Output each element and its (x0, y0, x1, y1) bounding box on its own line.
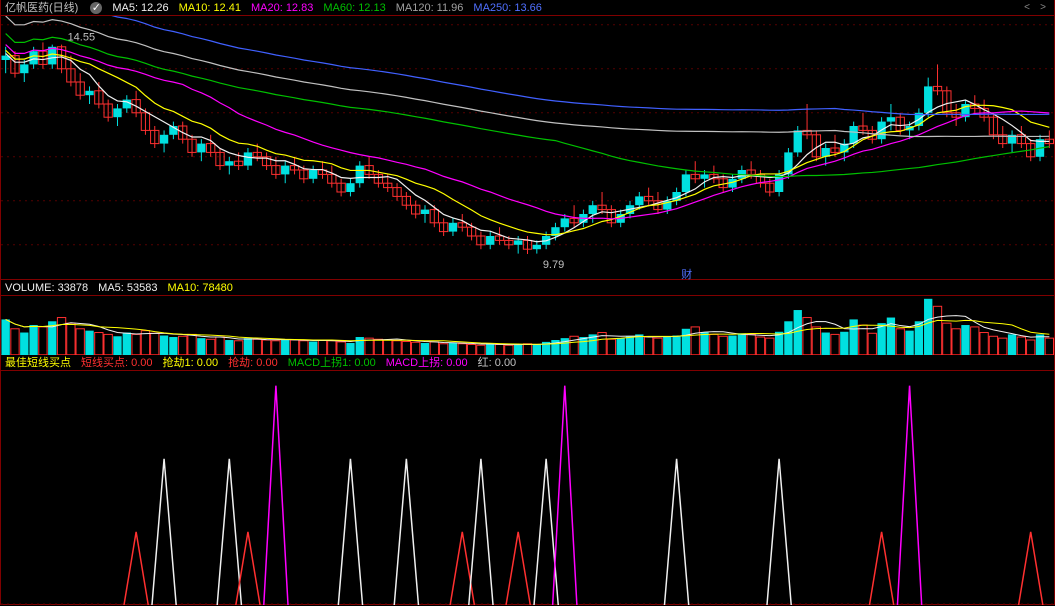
indicator-l5: MACD上拐: 0.00 (386, 355, 468, 371)
volume-ma5-label: MA5: 53583 (98, 280, 157, 296)
ma120-label: MA120: 11.96 (396, 0, 464, 16)
svg-text:财: 财 (681, 267, 692, 280)
ma5-label: MA5: 12.26 (112, 0, 168, 16)
candle-panel: 亿帆医药(日线) ✓ MA5: 12.26 MA10: 12.41 MA20: … (0, 0, 1055, 280)
indicator-name: 最佳短线买点 (5, 355, 71, 371)
ma20-label: MA20: 12.83 (251, 0, 313, 16)
ma250-label: MA250: 13.66 (473, 0, 542, 16)
volume-label: VOLUME: 33878 (5, 280, 88, 296)
scroll-right-icon[interactable]: > (1036, 1, 1050, 15)
candle-header: 亿帆医药(日线) ✓ MA5: 12.26 MA10: 12.41 MA20: … (1, 0, 1054, 16)
candle-chart[interactable]: 14.55 9.79 财 (1, 16, 1054, 280)
indicator-panel: 最佳短线买点 短线买点: 0.00 抢劫1: 0.00 抢劫: 0.00 MAC… (0, 355, 1055, 605)
volume-panel: VOLUME: 33878 MA5: 53583 MA10: 78480 (0, 280, 1055, 355)
stock-title: 亿帆医药(日线) (5, 0, 78, 16)
ma10-label: MA10: 12.41 (179, 0, 241, 16)
indicator-l4: MACD上拐1: 0.00 (288, 355, 376, 371)
volume-header: VOLUME: 33878 MA5: 53583 MA10: 78480 (1, 280, 1054, 296)
indicator-l6: 红: 0.00 (478, 355, 517, 371)
indicator-l2: 抢劫1: 0.00 (163, 355, 219, 371)
volume-chart[interactable] (1, 296, 1054, 355)
scroll-left-icon[interactable]: < (1020, 1, 1034, 15)
indicator-l3: 抢劫: 0.00 (228, 355, 278, 371)
indicator-l1: 短线买点: 0.00 (81, 355, 153, 371)
volume-ma10-label: MA10: 78480 (167, 280, 232, 296)
svg-text:14.55: 14.55 (68, 32, 96, 44)
indicator-header: 最佳短线买点 短线买点: 0.00 抢劫1: 0.00 抢劫: 0.00 MAC… (1, 355, 1054, 371)
svg-text:9.79: 9.79 (543, 259, 564, 271)
indicator-chart[interactable] (1, 371, 1054, 605)
ma60-label: MA60: 12.13 (323, 0, 385, 16)
info-badge-icon[interactable]: ✓ (90, 2, 102, 14)
